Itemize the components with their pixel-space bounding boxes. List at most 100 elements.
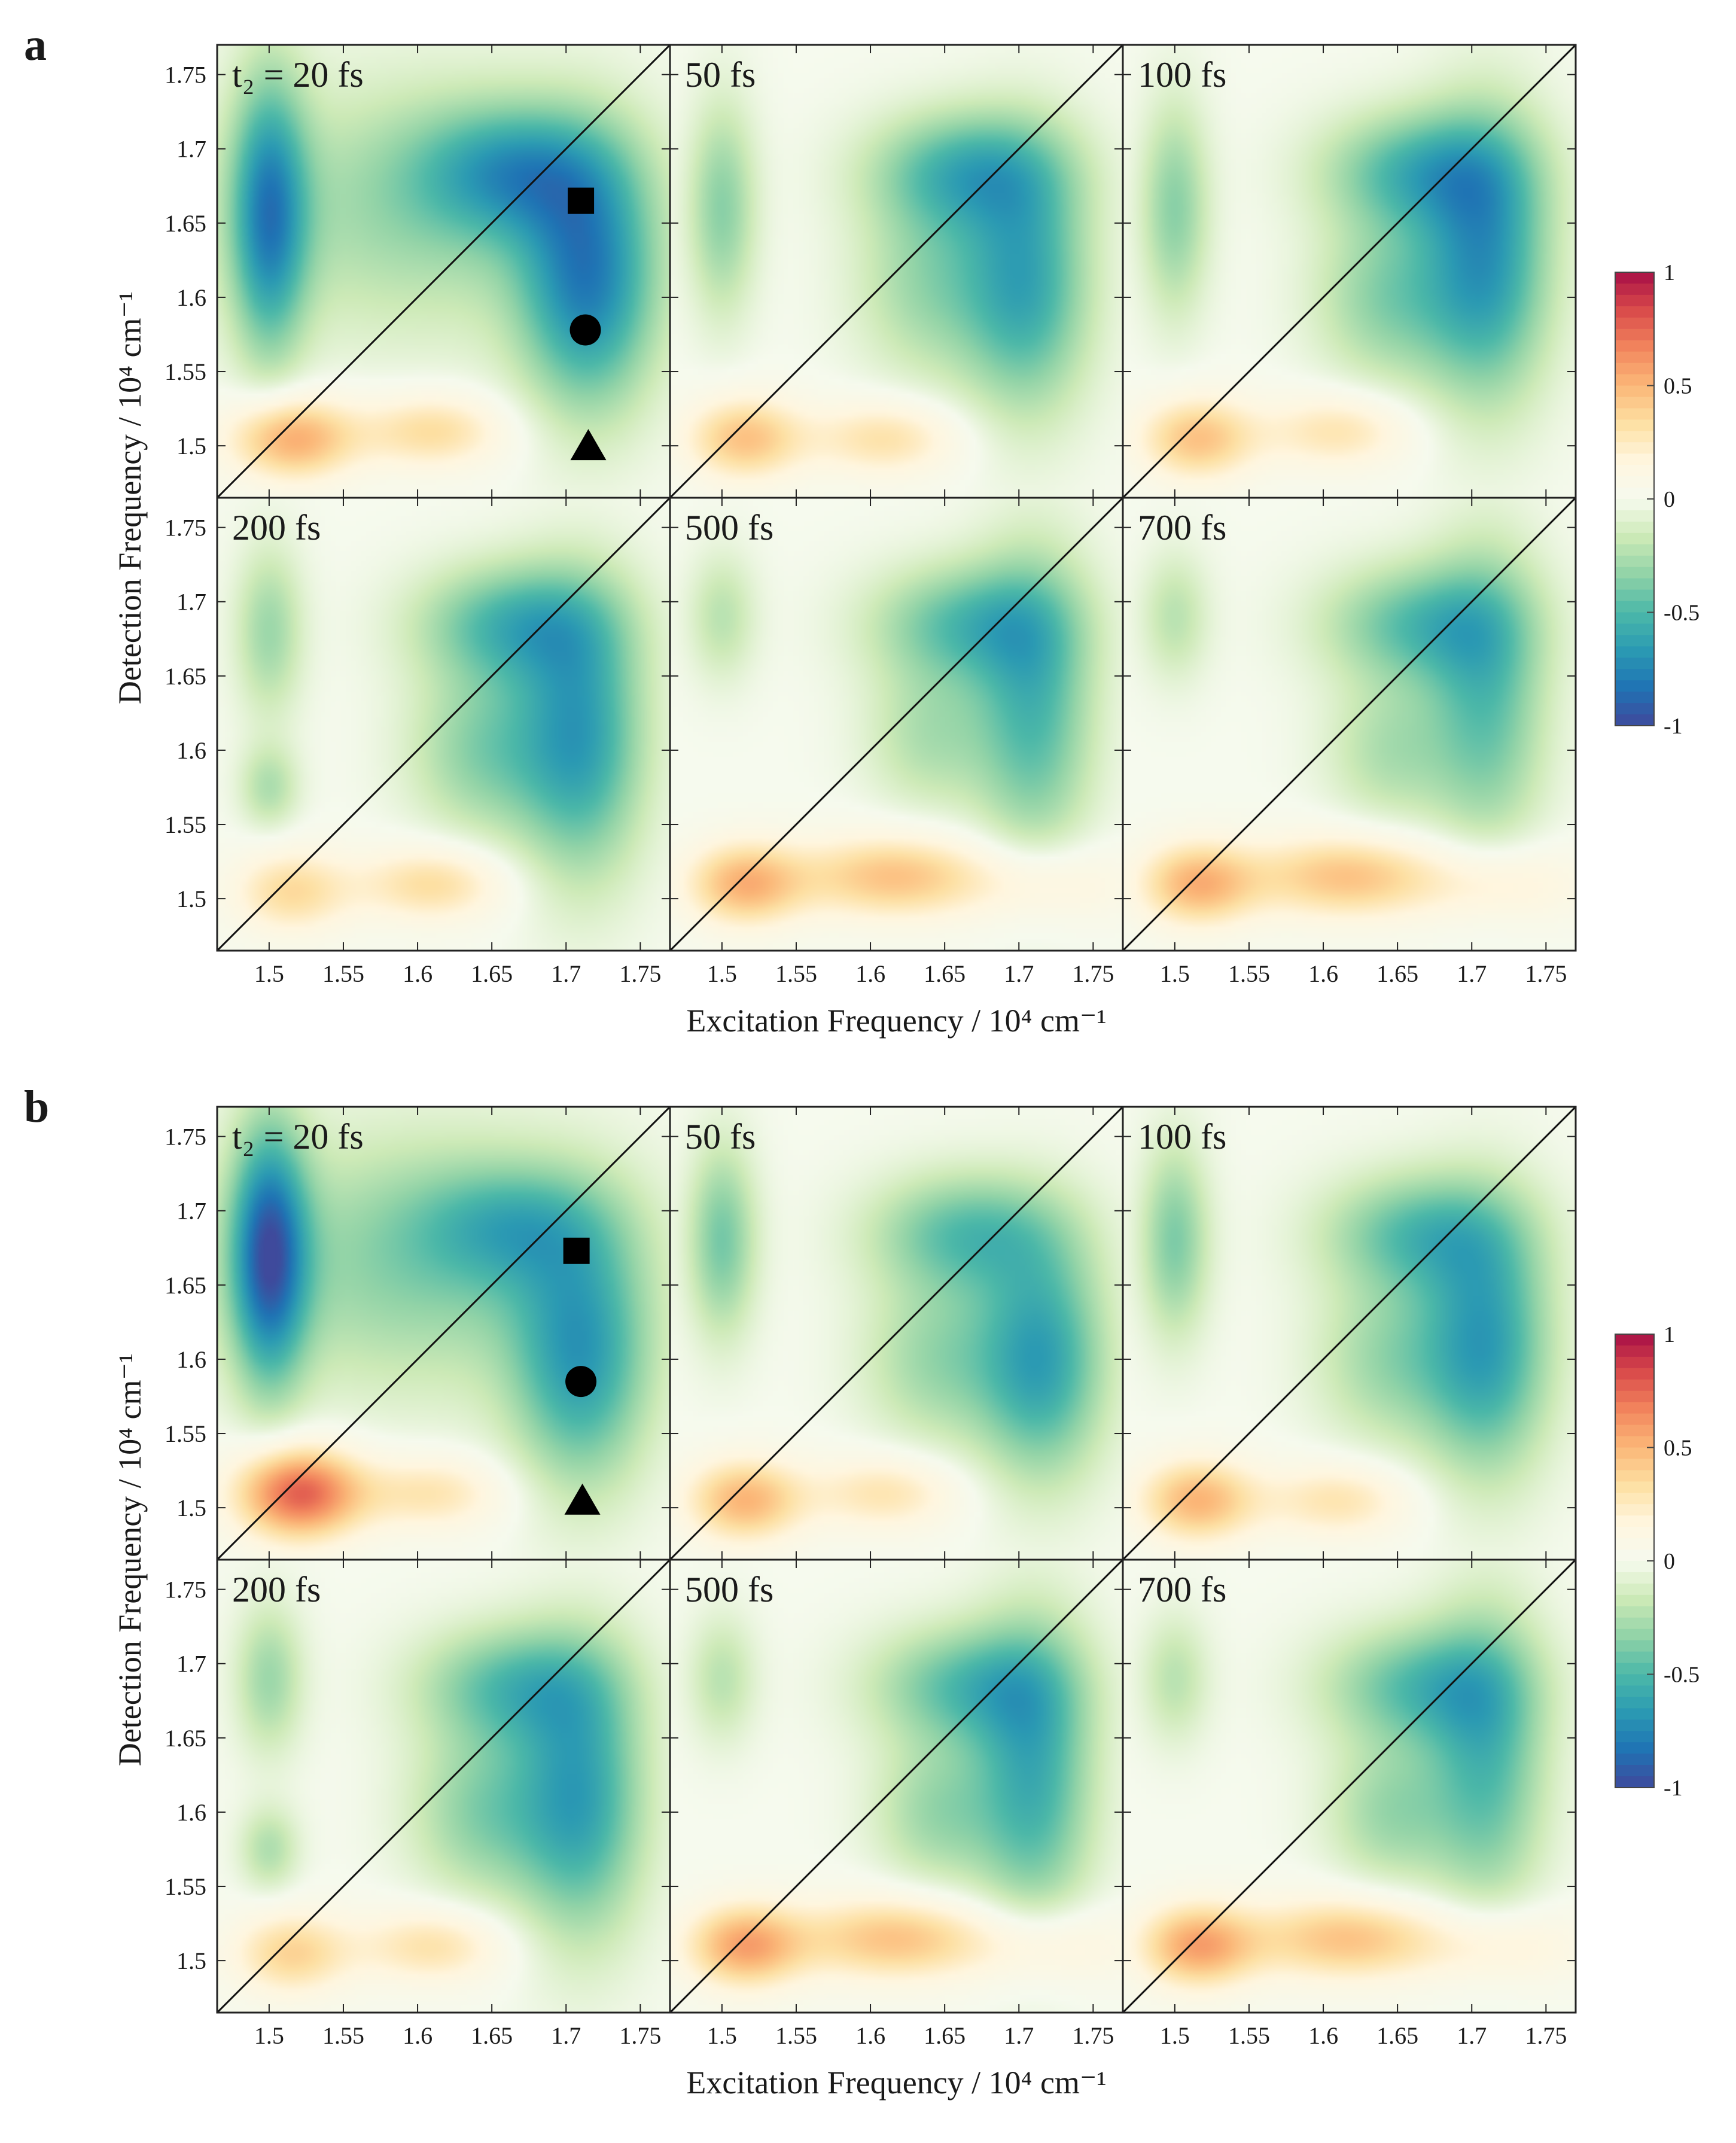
- colorbar-segment: [1615, 1606, 1654, 1618]
- time-delay-label: 200 fs: [232, 1570, 321, 1609]
- time-delay-label: 700 fs: [1138, 1570, 1226, 1609]
- colorbar-segment: [1615, 1776, 1654, 1788]
- colorbar-segment: [1615, 1390, 1654, 1403]
- triangle-marker: [564, 1483, 601, 1515]
- time-delay-label: 500 fs: [685, 508, 773, 547]
- colorbar-segment: [1615, 1561, 1654, 1573]
- y-axis-title: Detection Frequency / 10⁴ cm⁻¹: [112, 291, 148, 704]
- colorbar-segment: [1615, 1413, 1654, 1426]
- colorbar-segment: [1615, 1628, 1654, 1641]
- y-tick-label: 1.75: [165, 62, 206, 89]
- colorbar: 1 0.5 0 -0.5 -1: [1615, 1322, 1700, 1801]
- diagonal-line: [217, 1107, 670, 1560]
- colorbar-segment: [1615, 510, 1654, 522]
- colorbar-segment: [1615, 499, 1654, 511]
- x-tick-label: 1.55: [322, 2022, 364, 2049]
- x-tick-label: 1.75: [1525, 960, 1567, 987]
- colorbar-segment: [1615, 1334, 1654, 1346]
- colorbar-segment: [1615, 1663, 1654, 1675]
- colorbar-segment: [1615, 1731, 1654, 1743]
- colorbar-segment: [1615, 692, 1654, 704]
- y-tick-label: 1.5: [176, 885, 206, 912]
- colorbar-segment: [1615, 703, 1654, 716]
- y-tick-label: 1.55: [165, 1420, 206, 1447]
- colorbar-segment: [1615, 1527, 1654, 1539]
- colorbar-segment: [1615, 1640, 1654, 1652]
- y-tick-label: 1.75: [165, 1124, 206, 1150]
- x-tick-label: 1.55: [1228, 960, 1270, 987]
- colorbar-segment: [1615, 442, 1654, 455]
- x-tick-label: 1.5: [254, 2022, 284, 2049]
- subplot-t2-200: 1.5 1.55 1.6 1.65 1.7 1.75 1.5 1.55 1.6 1.65 1.7 1.…: [165, 497, 671, 987]
- colorbar-segment: [1615, 714, 1654, 726]
- colorbar-segment: [1615, 555, 1654, 568]
- colorbar-segment: [1615, 1538, 1654, 1551]
- colorbar-segment: [1615, 623, 1654, 636]
- diagonal-line: [670, 1107, 1123, 1560]
- colorbar-segment: [1615, 1754, 1654, 1766]
- x-tick-label: 1.5: [1160, 960, 1190, 987]
- colorbar-segment: [1615, 1504, 1654, 1517]
- x-tick-label: 1.55: [775, 2022, 817, 2049]
- y-axis-title: Detection Frequency / 10⁴ cm⁻¹: [112, 1353, 148, 1766]
- colorbar-segment: [1615, 1345, 1654, 1357]
- y-tick-label: 1.5: [176, 1494, 206, 1521]
- x-tick-label: 1.75: [619, 960, 661, 987]
- diagonal-line: [217, 498, 670, 951]
- subplot-frame: [1122, 1558, 1577, 2014]
- x-tick-label: 1.6: [855, 2022, 885, 2049]
- x-tick-label: 1.7: [1457, 2022, 1487, 2049]
- colorbar-segment: [1615, 1685, 1654, 1698]
- colorbar-tick-label: 1: [1664, 1322, 1675, 1347]
- x-tick-label: 1.7: [1004, 2022, 1034, 2049]
- colorbar-segment: [1615, 1765, 1654, 1777]
- x-tick-label: 1.75: [1525, 2022, 1567, 2049]
- colorbar-segment: [1615, 1481, 1654, 1494]
- time-delay-label: 700 fs: [1138, 508, 1226, 547]
- square-marker: [568, 187, 595, 214]
- colorbar-segment: [1615, 1402, 1654, 1414]
- square-marker: [563, 1237, 590, 1264]
- diagonal-line: [670, 1560, 1123, 2013]
- x-axis-title: Excitation Frequency / 10⁴ cm⁻¹: [686, 1003, 1106, 1039]
- colorbar-segment: [1615, 1742, 1654, 1755]
- panel-b: b1.51.551.61.651.71.75 t₂ = 20 fs 50 fs 100…: [24, 1082, 1700, 2101]
- colorbar-segment: [1615, 1651, 1654, 1664]
- y-tick-label: 1.7: [176, 1198, 206, 1225]
- colorbar-segment: [1615, 657, 1654, 670]
- triangle-marker: [570, 429, 607, 461]
- panel-letter: b: [24, 1082, 49, 1132]
- colorbar-segment: [1615, 1708, 1654, 1721]
- diagonal-line: [217, 45, 670, 498]
- subplot-t2-200: 1.5 1.55 1.6 1.65 1.7 1.75 1.5 1.55 1.6 1.65 1.7 1.…: [165, 1558, 671, 2049]
- time-delay-label: 500 fs: [685, 1570, 773, 1609]
- colorbar-segment: [1615, 453, 1654, 466]
- y-tick-label: 1.5: [176, 1947, 206, 1974]
- colorbar-segment: [1615, 351, 1654, 364]
- x-tick-label: 1.75: [1072, 960, 1114, 987]
- y-tick-label: 1.5: [176, 433, 206, 459]
- colorbar-segment: [1615, 1572, 1654, 1584]
- colorbar-segment: [1615, 1493, 1654, 1505]
- colorbar-segment: [1615, 272, 1654, 284]
- y-tick-label: 1.65: [165, 210, 206, 237]
- colorbar-segment: [1615, 1550, 1654, 1561]
- y-tick-label: 1.6: [176, 1346, 206, 1373]
- colorbar-segment: [1615, 578, 1654, 590]
- time-delay-label: 100 fs: [1138, 55, 1226, 95]
- x-tick-label: 1.65: [924, 2022, 966, 2049]
- x-tick-label: 1.65: [924, 960, 966, 987]
- colorbar-segment: [1615, 1515, 1654, 1528]
- x-tick-label: 1.65: [471, 960, 513, 987]
- colorbar-segment: [1615, 1368, 1654, 1380]
- circle-marker: [565, 1366, 597, 1398]
- colorbar-segment: [1615, 363, 1654, 375]
- x-tick-label: 1.55: [1228, 2022, 1270, 2049]
- colorbar-segment: [1615, 408, 1654, 421]
- colorbar-segment: [1615, 465, 1654, 477]
- colorbar-tick-label: 0.5: [1664, 374, 1692, 399]
- subplot-t2-20: 1.5 1.55 1.6 1.65 1.7 1.75 t₂ = 20 fs: [165, 44, 671, 499]
- x-tick-label: 1.6: [1308, 960, 1338, 987]
- colorbar-segment: [1615, 567, 1654, 579]
